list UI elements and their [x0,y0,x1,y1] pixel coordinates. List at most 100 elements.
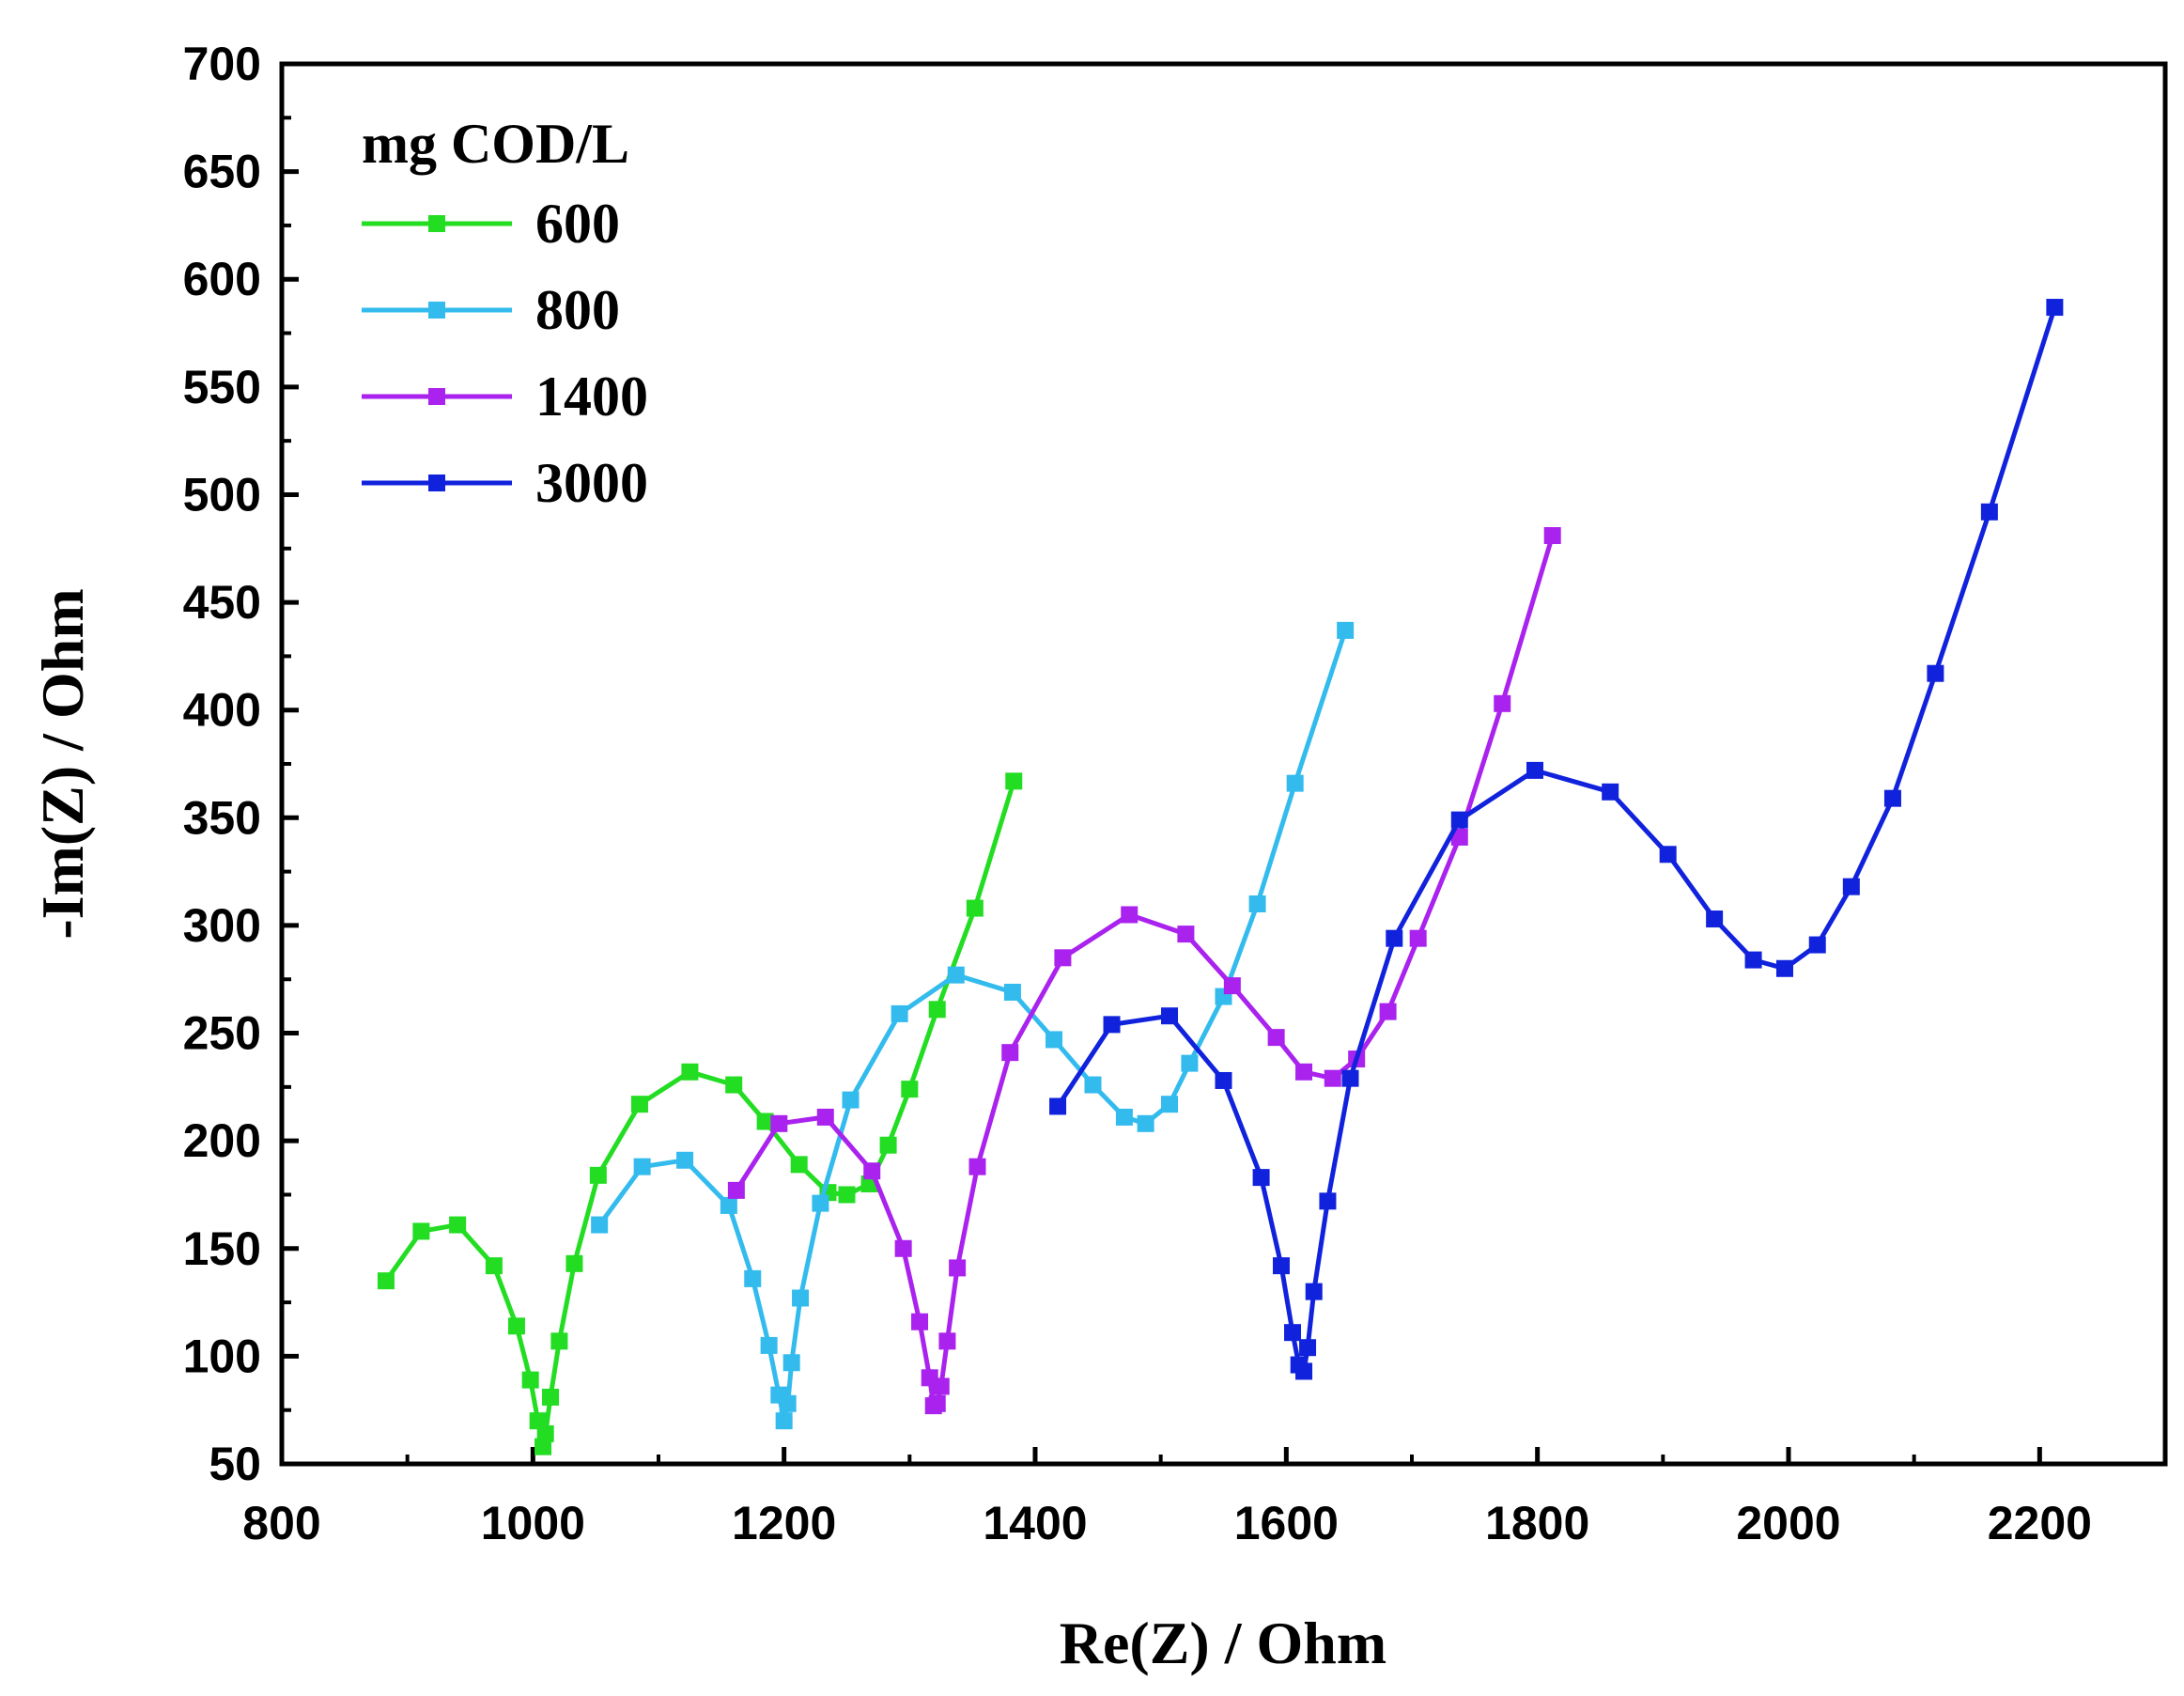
plot-area [279,61,2168,1467]
data-point [1046,1031,1063,1049]
data-point [1305,1283,1323,1300]
legend-label: 800 [535,279,620,341]
series-600 [377,772,1023,1455]
data-point [1386,929,1403,947]
series-line-800 [597,630,1348,1424]
x-tick-label: 1400 [983,1497,1087,1549]
data-point [1223,977,1241,995]
series-line-1400 [734,535,1556,1408]
data-point [534,1438,552,1455]
data-point [1252,1169,1270,1187]
x-tick-label: 1800 [1485,1497,1589,1549]
data-point [966,899,984,917]
legend-item-3000: 3000 [362,452,648,514]
data-point [1161,1007,1179,1025]
x-tick-label: 1600 [1234,1497,1339,1549]
data-point [725,1076,743,1094]
data-point [1379,1003,1397,1020]
data-point [542,1388,560,1406]
data-point [377,1272,395,1290]
data-point [550,1332,568,1350]
data-point [1927,664,1944,682]
legend-item-800: 800 [362,279,620,341]
data-point [744,1269,762,1287]
y-tick-label: 300 [183,899,261,952]
data-point [1272,1257,1290,1275]
data-point [863,1162,881,1180]
data-point [1103,1016,1121,1034]
y-tick-label: 150 [183,1222,261,1275]
data-point [1267,1029,1285,1047]
data-point [812,1194,829,1212]
data-point [1409,929,1427,947]
legend-swatch-marker [428,302,445,319]
data-point [1177,926,1195,943]
data-point [928,1001,946,1019]
data-point [1494,694,1511,712]
data-point [1295,1362,1313,1380]
legend-label: 3000 [535,452,648,514]
data-point [1286,774,1304,792]
data-point [1215,1071,1232,1089]
data-point [1337,621,1355,639]
plot-frame [279,61,2168,1467]
data-point [894,1239,912,1257]
data-point [1883,789,1901,807]
x-tick-label: 1000 [481,1497,585,1549]
series-line-600 [383,780,1016,1450]
data-point [879,1136,897,1154]
y-tick-label: 50 [209,1438,261,1490]
data-point [932,1377,950,1395]
data-point [589,1166,607,1184]
data-point [938,1332,956,1350]
series-3000 [1049,299,2064,1380]
data-point [1450,828,1468,846]
data-point [1115,1108,1133,1126]
y-tick-label: 200 [183,1114,261,1167]
data-point [2046,299,2064,317]
data-point [816,1108,834,1126]
series-1400 [727,527,1561,1415]
data-point [911,1313,929,1330]
data-point [1248,895,1266,912]
data-point [842,1091,860,1109]
y-tick-label: 100 [183,1330,261,1382]
y-tick-label: 500 [183,468,261,521]
data-point [720,1196,737,1214]
data-point [1526,761,1543,779]
x-axis-title: Re(Z) / Ohm [1060,1610,1386,1676]
x-tick-label: 2000 [1736,1497,1840,1549]
y-tick-label: 650 [183,146,261,198]
legend-item-600: 600 [362,193,620,255]
data-point [1980,503,1998,521]
y-tick-label: 350 [183,791,261,844]
x-axis: 800 1000 1200 1400 1600 1800 2000 2200 [242,1447,2092,1549]
data-point [928,1394,946,1412]
data-point [1049,1097,1067,1115]
data-point [792,1289,810,1307]
data-point [1005,772,1023,790]
data-point [1299,1339,1317,1357]
y-tick-label: 550 [183,361,261,413]
y-tick-label: 250 [183,1007,261,1060]
data-point [1181,1054,1199,1072]
data-point [1121,906,1138,924]
data-point [1137,1114,1154,1132]
data-point [1706,910,1724,928]
data-point [1602,783,1619,801]
data-point [1808,936,1826,954]
legend-swatch-marker [428,475,445,491]
data-point [775,1412,793,1430]
data-point [630,1096,648,1113]
data-point [1161,1096,1179,1113]
series-800 [591,621,1355,1430]
data-point [949,1259,967,1277]
data-point [1450,811,1468,829]
legend-label: 1400 [535,366,648,428]
data-point [485,1257,503,1275]
y-axis: 50 100 150 200 250 300 350 400 450 500 550 600 650 70… [183,38,299,1490]
data-point [1001,1044,1019,1062]
x-tick-label: 2200 [1988,1497,2092,1549]
data-point [1543,527,1561,545]
legend-swatch-marker [428,388,445,405]
